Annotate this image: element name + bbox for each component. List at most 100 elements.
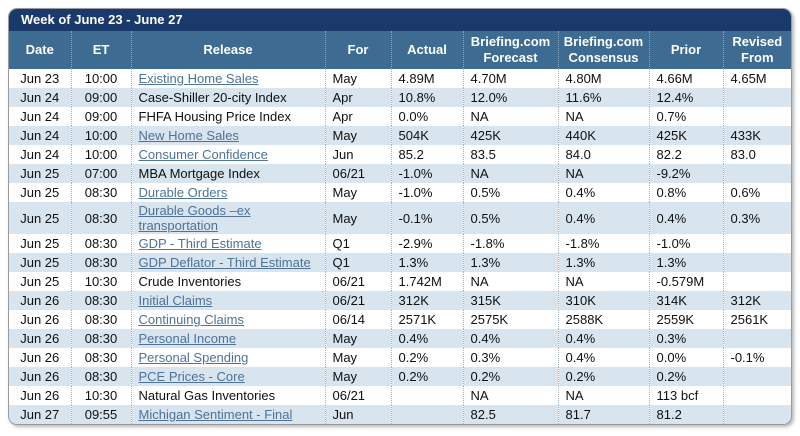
actual-cell: 0.4% xyxy=(390,329,463,348)
release-link[interactable]: Existing Home Sales xyxy=(138,71,259,86)
et-cell: 10:30 xyxy=(70,272,131,291)
et-cell: 10:00 xyxy=(70,69,131,88)
date-cell: Jun 25 xyxy=(20,236,60,251)
date-cell: Jun 24 xyxy=(20,90,60,105)
et-cell: 10:00 xyxy=(70,126,131,145)
release-link[interactable]: Michigan Sentiment - Final xyxy=(138,407,293,422)
release-link[interactable]: Initial Claims xyxy=(138,293,213,308)
economic-calendar-table: Date ET Release For Actual Briefing.com Forec… xyxy=(9,31,791,424)
et-cell: 08:30 xyxy=(70,234,131,253)
table-row: Jun 24 09:00 FHFA Housing Price Index Apr 0.… xyxy=(9,107,791,126)
consensus-cell: NA xyxy=(557,386,649,405)
table-row: Jun 25 08:30 GDP - Third Estimate Q1 -2.9% -1… xyxy=(9,234,791,253)
consensus-cell: NA xyxy=(557,164,649,183)
consensus-cell: 84.0 xyxy=(557,145,649,164)
consensus-cell: 4.80M xyxy=(557,69,649,88)
table-row: Jun 27 09:55 Michigan Sentiment - Final Jun… xyxy=(9,405,791,424)
column-header-date: Date xyxy=(9,31,71,69)
prior-cell: 0.3% xyxy=(648,329,723,348)
column-header-forecast: Briefing.com Forecast xyxy=(462,31,558,69)
for-cell: 06/14 xyxy=(324,310,391,329)
table-row: Jun 24 09:00 Case-Shiller 20-city Index Apr… xyxy=(9,88,791,107)
table-row: Jun 25 08:30 GDP Deflator - Third Estimate… xyxy=(9,253,791,272)
consensus-cell: 81.7 xyxy=(557,405,649,424)
table-row: Jun 25 08:30 Durable Goods –ex transportat… xyxy=(9,202,791,234)
date-cell: Jun 26 xyxy=(20,388,60,403)
prior-cell: 314K xyxy=(648,291,723,310)
prior-cell: 4.66M xyxy=(648,69,723,88)
for-cell: May xyxy=(324,348,391,367)
prior-cell: 425K xyxy=(648,126,723,145)
for-cell: Jun xyxy=(324,145,391,164)
for-cell: 06/21 xyxy=(324,272,391,291)
column-header-for: For xyxy=(324,31,391,69)
release-link[interactable]: Personal Spending xyxy=(138,350,249,365)
prior-cell: 113 bcf xyxy=(648,386,723,405)
release-cell: Case-Shiller 20-city Index xyxy=(130,88,325,107)
revised-from-cell: 312K xyxy=(722,291,791,310)
release-cell: PCE Prices - Core xyxy=(130,367,325,386)
release-cell: Initial Claims xyxy=(130,291,325,310)
actual-cell: 504K xyxy=(390,126,463,145)
consensus-cell: 0.2% xyxy=(557,367,649,386)
release-link[interactable]: GDP Deflator - Third Estimate xyxy=(138,255,311,270)
table-row: Jun 25 07:00 MBA Mortgage Index 06/21 -1.0% N… xyxy=(9,164,791,183)
actual-cell: 85.2 xyxy=(390,145,463,164)
actual-cell: 4.89M xyxy=(390,69,463,88)
revised-from-cell: -0.1% xyxy=(722,348,791,367)
prior-cell: 0.7% xyxy=(648,107,723,126)
release-cell: Michigan Sentiment - Final xyxy=(130,405,325,424)
release-cell: GDP - Third Estimate xyxy=(130,234,325,253)
release-cell: Crude Inventories xyxy=(130,272,325,291)
for-cell: 06/21 xyxy=(324,386,391,405)
release-cell: Durable Goods –ex transportation xyxy=(130,202,325,234)
revised-from-cell xyxy=(722,329,791,348)
release-cell: FHFA Housing Price Index xyxy=(130,107,325,126)
week-title-bar: Week of June 23 - June 27 xyxy=(9,9,791,31)
et-cell: 08:30 xyxy=(70,367,131,386)
et-cell: 08:30 xyxy=(70,202,131,234)
release-link[interactable]: Durable Orders xyxy=(138,185,228,200)
release-link[interactable]: Durable Goods –ex transportation xyxy=(138,203,251,233)
for-cell: Apr xyxy=(324,88,391,107)
forecast-cell: -1.8% xyxy=(462,234,558,253)
release-link[interactable]: Continuing Claims xyxy=(138,312,245,327)
release-link[interactable]: Personal Income xyxy=(138,331,237,346)
table-row: Jun 26 08:30 Personal Income May 0.4% 0.4% 0.4… xyxy=(9,329,791,348)
date-cell: Jun 26 xyxy=(20,350,60,365)
economic-calendar: Week of June 23 - June 27 Date ET Release F… xyxy=(8,8,792,425)
date-cell: Jun 25 xyxy=(20,210,60,226)
prior-cell: -1.0% xyxy=(648,234,723,253)
table-row: Jun 26 08:30 Initial Claims 06/21 312K 315K 31… xyxy=(9,291,791,310)
consensus-cell: 0.4% xyxy=(557,202,649,234)
forecast-cell: 2575K xyxy=(462,310,558,329)
forecast-cell: 0.5% xyxy=(462,183,558,202)
et-cell: 09:55 xyxy=(70,405,131,424)
revised-from-cell: 4.65M xyxy=(722,69,791,88)
revised-from-cell: 2561K xyxy=(722,310,791,329)
date-cell: Jun 25 xyxy=(20,185,60,200)
release-cell: Consumer Confidence xyxy=(130,145,325,164)
revised-from-cell xyxy=(722,234,791,253)
table-row: Jun 26 08:30 Personal Spending May 0.2% 0.3% 0… xyxy=(9,348,791,367)
prior-cell: 0.2% xyxy=(648,367,723,386)
et-cell: 09:00 xyxy=(70,88,131,107)
release-cell: Personal Spending xyxy=(130,348,325,367)
column-header-consensus: Briefing.com Consensus xyxy=(557,31,649,69)
forecast-cell: NA xyxy=(462,107,558,126)
for-cell: Q1 xyxy=(324,253,391,272)
revised-from-cell: 0.6% xyxy=(722,183,791,202)
release-link[interactable]: Consumer Confidence xyxy=(138,147,268,162)
et-cell: 10:30 xyxy=(70,386,131,405)
forecast-cell: NA xyxy=(462,386,558,405)
prior-cell: 1.3% xyxy=(648,253,723,272)
actual-cell: 10.8% xyxy=(390,88,463,107)
et-cell: 08:30 xyxy=(70,329,131,348)
consensus-cell: 1.3% xyxy=(557,253,649,272)
et-cell: 08:30 xyxy=(70,253,131,272)
release-link[interactable]: GDP - Third Estimate xyxy=(138,236,262,251)
release-link[interactable]: PCE Prices - Core xyxy=(138,369,245,384)
column-header-prior: Prior xyxy=(648,31,723,69)
consensus-cell: NA xyxy=(557,272,649,291)
release-link[interactable]: New Home Sales xyxy=(138,128,239,143)
